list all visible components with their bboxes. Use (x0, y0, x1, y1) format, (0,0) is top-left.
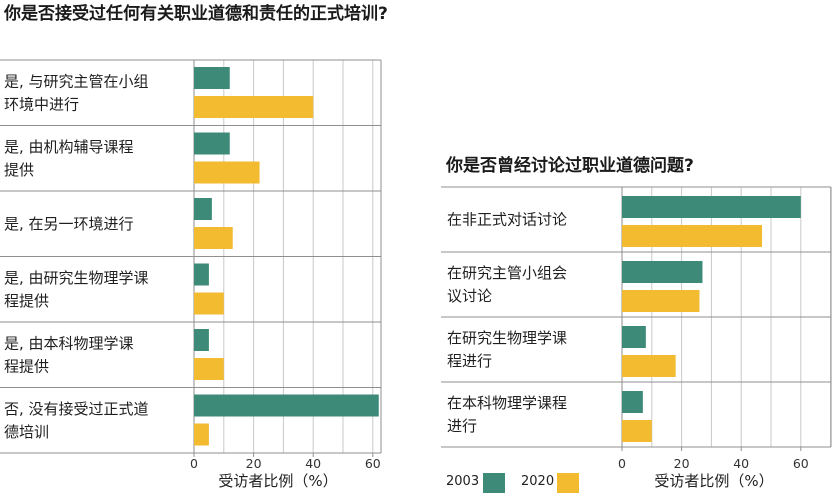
chart1-category-label: 德培训 (4, 423, 49, 441)
chart2-tick-label: 20 (674, 456, 690, 471)
legend-swatch-2020 (557, 473, 579, 493)
chart2-category-label: 在非正式对话讨论 (447, 211, 567, 229)
chart2-tick-label: 40 (733, 456, 749, 471)
chart2-bar-2003 (622, 196, 801, 218)
chart2-category-label: 在研究生物理学课 (447, 329, 567, 347)
chart1-bar-2020 (194, 96, 314, 118)
chart1-category-label: 是, 由研究生物理学课 (4, 269, 149, 287)
chart2-bar-2020 (622, 290, 700, 312)
chart1-category-label: 程提供 (4, 357, 49, 375)
chart1-tick-label: 60 (365, 456, 381, 471)
chart1-category-label: 提供 (4, 161, 34, 179)
chart1-bar-2003 (194, 198, 212, 220)
chart1-bar-2003 (194, 67, 230, 89)
chart1-bar-2003 (194, 263, 209, 286)
chart2-x-axis-label: 受访者比例（%） (654, 472, 773, 490)
chart1-bar-2003 (194, 394, 379, 417)
chart1-category-label: 是, 与研究主管在小组 (4, 72, 149, 90)
chart1-category-label: 否, 没有接受过正式道 (4, 400, 149, 418)
chart1-bar-2020 (194, 358, 224, 380)
chart2-bar-2020 (622, 355, 676, 377)
chart1-tick-label: 20 (246, 456, 262, 471)
chart1-category-label: 程提供 (4, 292, 49, 310)
chart2-category-label: 在本科物理学课程 (447, 394, 567, 412)
chart1-bar-2003 (194, 132, 230, 155)
chart1-x-axis-label: 受访者比例（%） (218, 472, 337, 490)
chart1-category-label: 是, 由本科物理学课 (4, 334, 134, 352)
chart2-category-label: 程进行 (447, 352, 492, 370)
chart2-category-label: 议讨论 (447, 287, 492, 305)
chart2-bar-2020 (622, 225, 763, 247)
chart1-category-label: 是, 在另一环境进行 (4, 215, 134, 233)
chart2-bar-2003 (622, 326, 646, 348)
chart1-bar-2003 (194, 329, 209, 351)
chart1-bar-2020 (194, 292, 224, 315)
chart2-bar-2003 (622, 261, 703, 283)
chart2-title: 你是否曾经讨论过职业道德问题? (446, 156, 694, 176)
chart1-category-label: 是, 由机构辅导课程 (4, 138, 134, 156)
chart1-tick-label: 0 (190, 456, 198, 471)
chart2-category-label: 进行 (447, 417, 477, 435)
chart1-bar-2020 (194, 227, 233, 249)
chart1-bar-2020 (194, 423, 209, 446)
chart1-tick-label: 40 (305, 456, 321, 471)
chart2-tick-label: 60 (793, 456, 809, 471)
chart2-tick-label: 0 (618, 456, 626, 471)
chart2-bar-2020 (622, 420, 652, 442)
legend-label-2020: 2020 (521, 474, 554, 489)
chart1-title: 你是否接受过任何有关职业道德和责任的正式培训? (4, 4, 388, 24)
chart2-bar-2003 (622, 391, 643, 413)
legend-swatch-2003 (483, 473, 505, 493)
chart1-category-label: 环境中进行 (4, 95, 79, 113)
chart1-bar-2020 (194, 161, 260, 184)
legend-label-2003: 2003 (446, 474, 479, 489)
chart2-category-label: 在研究主管小组会 (447, 264, 567, 282)
